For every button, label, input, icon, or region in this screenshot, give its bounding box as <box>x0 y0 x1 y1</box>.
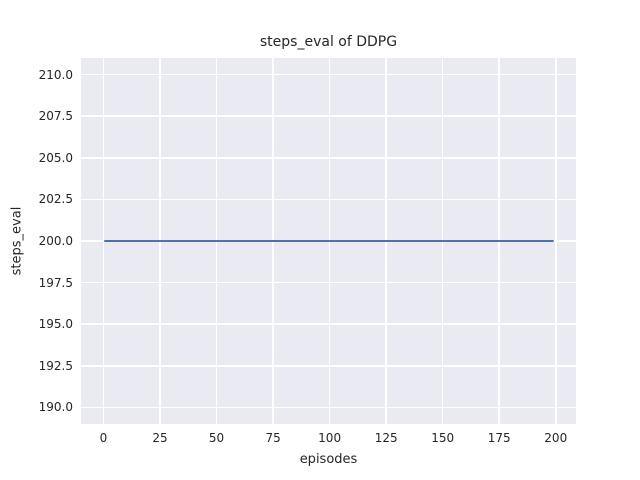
gridline-horizontal <box>81 115 576 117</box>
x-tick-label: 50 <box>208 431 225 445</box>
plot-area <box>81 58 576 424</box>
chart-title: steps_eval of DDPG <box>259 34 398 50</box>
x-tick-label: 200 <box>544 431 568 445</box>
x-tick-label: 125 <box>374 431 398 445</box>
gridline-horizontal <box>81 281 576 284</box>
x-tick-label: 100 <box>318 431 342 445</box>
gridline-horizontal <box>81 157 576 159</box>
x-tick-label: 25 <box>152 431 168 445</box>
gridline-horizontal <box>81 198 576 201</box>
y-tick-label: 192.5 <box>38 358 73 373</box>
y-tick-label: 195.0 <box>38 317 73 332</box>
gridline-horizontal <box>81 365 576 367</box>
gridline-horizontal <box>81 406 576 409</box>
series-line-steps_eval <box>103 239 554 243</box>
x-tick-label: 175 <box>487 431 511 445</box>
y-tick-label: 190.0 <box>38 400 73 415</box>
gridline-horizontal <box>81 73 576 76</box>
y-tick-label: 210.0 <box>38 67 73 82</box>
y-tick-label: 197.5 <box>38 275 73 290</box>
x-tick-label: 0 <box>99 431 108 445</box>
x-tick-label: 75 <box>265 431 281 445</box>
x-tick-label: 150 <box>431 431 455 445</box>
y-tick-label: 200.0 <box>38 234 73 248</box>
y-tick-label: 205.0 <box>38 150 73 165</box>
y-tick-label: 207.5 <box>38 109 73 124</box>
x-axis-label: episodes <box>299 452 358 467</box>
gridline-horizontal <box>81 323 576 325</box>
y-tick-label: 202.5 <box>38 192 73 207</box>
